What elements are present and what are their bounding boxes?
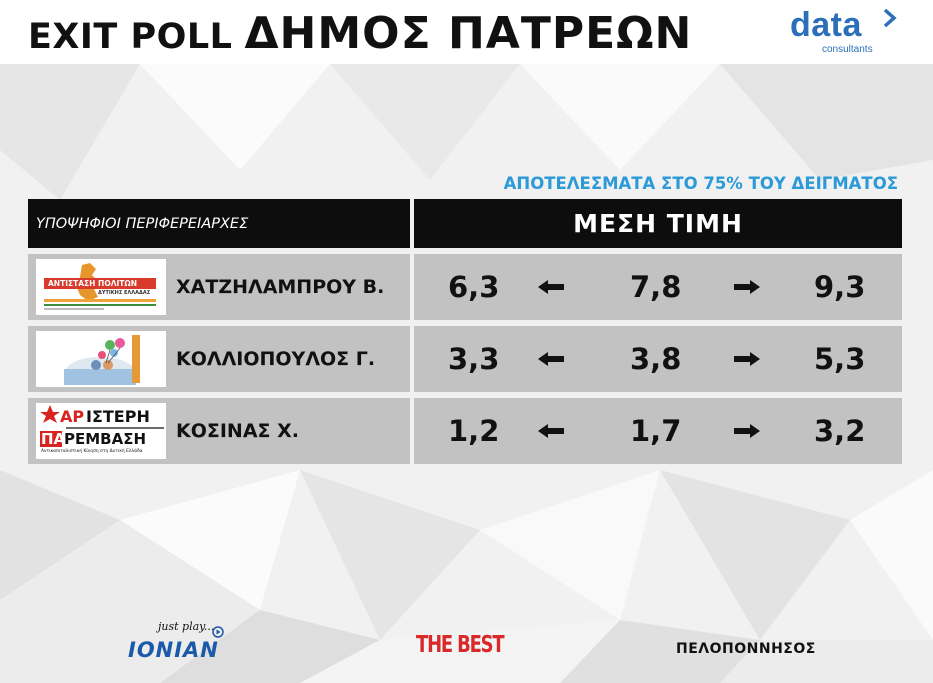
- title-left: EXIT POLL: [28, 17, 233, 57]
- logo-line1: ΑΝΤΙΣΤΑΣΗ ΠΟΛΙΤΩΝ: [48, 279, 138, 288]
- logo-remvasi: ΡΕΜΒΑΣΗ: [64, 430, 147, 448]
- value-mid: 3,8: [630, 342, 682, 376]
- data-logo-word: data: [790, 6, 862, 44]
- ionian-tagline: just play...: [158, 620, 215, 633]
- candidate-cell: ΑΝΤΙΣΤΑΣΗ ΠΟΛΙΤΩΝ ΔΥΤΙΚΗΣ ΕΛΛΑΔΑΣ ΧΑΤΖΗΛ…: [28, 254, 410, 320]
- candidate-name: ΚΟΣΙΝΑΣ Χ.: [176, 420, 299, 442]
- candidate-name: ΧΑΤΖΗΛΑΜΠΡΟΥ Β.: [176, 276, 385, 298]
- logo-pa: ΠΑ: [41, 430, 66, 448]
- candidate-name: ΚΟΛΛΙΟΠΟΥΛΟΣ Γ.: [176, 348, 376, 370]
- play-arrow-icon: [883, 8, 897, 28]
- value-mid: 7,8: [630, 270, 682, 304]
- value-high: 3,2: [814, 414, 866, 448]
- logo-isteri: ΙΣΤΕΡΗ: [86, 407, 150, 426]
- table-row: ΚΟΛΛΙΟΠΟΥΛΟΣ Γ. 3,3 3,8 5,3: [0, 326, 933, 392]
- arrow-left-icon: [538, 424, 564, 438]
- candidate-cell: ΑΡ ΙΣΤΕΡΗ ΠΑ ΡΕΜΒΑΣΗ Αντικαπιταλιστική Κ…: [28, 398, 410, 464]
- aristeri-paremvasi-logo: ΑΡ ΙΣΤΕΡΗ ΠΑ ΡΕΜΒΑΣΗ Αντικαπιταλιστική Κ…: [36, 403, 166, 459]
- value-low: 3,3: [448, 342, 500, 376]
- arrow-right-icon: [734, 280, 760, 294]
- value-low: 1,2: [448, 414, 500, 448]
- value-low: 6,3: [448, 270, 500, 304]
- logo-tagline: Αντικαπιταλιστική Κίνηση στη Δυτική Ελλά…: [41, 449, 143, 454]
- arrow-left-icon: [538, 352, 564, 366]
- values-cell: 1,2 1,7 3,2: [414, 398, 902, 464]
- thebest-logo: THE BEST: [416, 632, 505, 658]
- peloponnisos-logo: ΠΕΛΟΠΟΝΝΗΣΟΣ: [676, 641, 816, 657]
- title-right: ΔΗΜΟΣ ΠΑΤΡΕΩΝ: [244, 8, 693, 59]
- page-title: EXIT POLL ΔΗΜΟΣ ΠΑΤΡΕΩΝ: [28, 8, 692, 64]
- results-caption: ΑΠΟΤΕΛΕΣΜΑΤΑ ΣΤΟ 75% ΤΟΥ ΔΕΙΓΜΑΤΟΣ: [503, 174, 898, 193]
- balloons-illustration-logo: [36, 331, 166, 387]
- table-row: ΑΡ ΙΣΤΕΡΗ ΠΑ ΡΕΜΒΑΣΗ Αντικαπιταλιστική Κ…: [0, 398, 933, 464]
- data-logo-sub: consultants: [822, 44, 873, 55]
- value-mid: 1,7: [630, 414, 682, 448]
- column-header-candidates: ΥΠΟΨΗΦΙΟΙ ΠΕΡΙΦΕΡΕΙΑΡΧΕΣ: [28, 199, 410, 248]
- arrow-right-icon: [734, 352, 760, 366]
- arrow-left-icon: [538, 280, 564, 294]
- table-row: ΑΝΤΙΣΤΑΣΗ ΠΟΛΙΤΩΝ ΔΥΤΙΚΗΣ ΕΛΛΑΔΑΣ ΧΑΤΖΗΛ…: [0, 254, 933, 320]
- candidate-cell: ΚΟΛΛΙΟΠΟΥΛΟΣ Γ.: [28, 326, 410, 392]
- antistasi-politon-logo: ΑΝΤΙΣΤΑΣΗ ΠΟΛΙΤΩΝ ΔΥΤΙΚΗΣ ΕΛΛΑΔΑΣ: [36, 259, 166, 315]
- play-circle-icon: [212, 626, 224, 638]
- values-cell: 6,3 7,8 9,3: [414, 254, 902, 320]
- column-header-values: ΜΕΣΗ ΤΙΜΗ: [414, 199, 902, 248]
- logo-ar: ΑΡ: [60, 407, 85, 426]
- value-high: 9,3: [814, 270, 866, 304]
- data-consultants-logo: data consultants: [786, 6, 916, 58]
- values-cell: 3,3 3,8 5,3: [414, 326, 902, 392]
- value-high: 5,3: [814, 342, 866, 376]
- header-bar: [0, 0, 933, 64]
- ionian-logo: just play... IONIAN: [128, 620, 268, 668]
- logo-line2: ΔΥΤΙΚΗΣ ΕΛΛΑΔΑΣ: [98, 290, 151, 296]
- arrow-right-icon: [734, 424, 760, 438]
- ionian-brand: IONIAN: [128, 638, 219, 662]
